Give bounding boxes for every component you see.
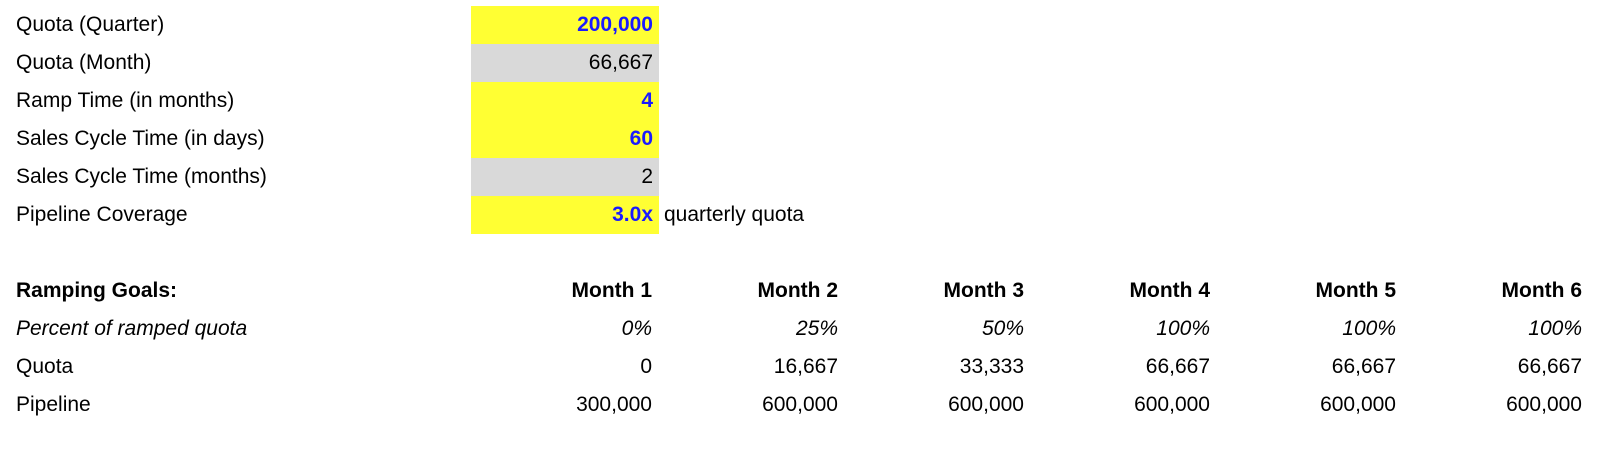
percent-cell[interactable]: 100%	[1156, 317, 1210, 340]
row-quota-month: Quota (Month) 66,667	[0, 44, 1600, 82]
pipeline-cell[interactable]: 600,000	[1320, 393, 1396, 416]
quota-cell[interactable]: 66,667	[1145, 355, 1210, 378]
month-header: Month 6	[1501, 279, 1582, 302]
quota-cell[interactable]: 66,667	[1331, 355, 1396, 378]
row-sales-cycle-months: Sales Cycle Time (months) 2	[0, 158, 1600, 196]
ramping-header-row: Ramping Goals: Month 1 Month 2 Month 3 M…	[0, 272, 1600, 310]
percent-row: Percent of ramped quota 0% 25% 50% 100% …	[0, 310, 1600, 348]
pipeline-cell[interactable]: 300,000	[576, 393, 652, 416]
ramp-time-label: Ramp Time (in months)	[16, 89, 235, 112]
quota-cell[interactable]: 66,667	[1517, 355, 1582, 378]
quota-cell[interactable]: 0	[640, 355, 652, 378]
quota-row: Quota 0 16,667 33,333 66,667 66,667 66,6…	[0, 348, 1600, 386]
pipeline-row: Pipeline 300,000 600,000 600,000 600,000…	[0, 386, 1600, 424]
quota-month-label: Quota (Month)	[16, 51, 152, 74]
percent-cell[interactable]: 100%	[1342, 317, 1396, 340]
month-header: Month 2	[757, 279, 838, 302]
quota-quarter-input[interactable]: 200,000	[471, 6, 659, 44]
month-header: Month 5	[1315, 279, 1396, 302]
sales-cycle-days-input[interactable]: 60	[471, 120, 659, 158]
month-header: Month 1	[571, 279, 652, 302]
pipeline-coverage-note: quarterly quota	[664, 203, 805, 226]
row-quota-quarter: Quota (Quarter) 200,000	[0, 6, 1600, 44]
sales-cycle-months-label: Sales Cycle Time (months)	[16, 165, 267, 188]
sales-cycle-months-value[interactable]: 2	[471, 158, 659, 196]
percent-cell[interactable]: 50%	[981, 317, 1024, 340]
percent-label: Percent of ramped quota	[16, 317, 248, 340]
quota-cell[interactable]: 16,667	[773, 355, 838, 378]
ramp-time-input[interactable]: 4	[471, 82, 659, 120]
row-sales-cycle-days: Sales Cycle Time (in days) 60	[0, 120, 1600, 158]
row-pipeline-coverage: Pipeline Coverage 3.0x quarterly quota	[0, 196, 1600, 234]
percent-cell[interactable]: 0%	[621, 317, 652, 340]
ramping-goals-title: Ramping Goals:	[16, 279, 178, 302]
pipeline-cell[interactable]: 600,000	[1134, 393, 1210, 416]
row-ramp-time: Ramp Time (in months) 4	[0, 82, 1600, 120]
quota-month-value[interactable]: 66,667	[471, 44, 659, 82]
pipeline-coverage-input[interactable]: 3.0x	[471, 196, 659, 234]
pipeline-coverage-label: Pipeline Coverage	[16, 203, 188, 226]
quota-label: Quota	[16, 355, 74, 378]
pipeline-cell[interactable]: 600,000	[762, 393, 838, 416]
pipeline-cell[interactable]: 600,000	[1506, 393, 1582, 416]
pipeline-cell[interactable]: 600,000	[948, 393, 1024, 416]
percent-cell[interactable]: 100%	[1528, 317, 1582, 340]
pipeline-label: Pipeline	[16, 393, 91, 416]
month-header: Month 3	[943, 279, 1024, 302]
quota-cell[interactable]: 33,333	[959, 355, 1024, 378]
quota-quarter-label: Quota (Quarter)	[16, 13, 165, 36]
percent-cell[interactable]: 25%	[795, 317, 838, 340]
month-header: Month 4	[1129, 279, 1210, 302]
sales-cycle-days-label: Sales Cycle Time (in days)	[16, 127, 265, 150]
